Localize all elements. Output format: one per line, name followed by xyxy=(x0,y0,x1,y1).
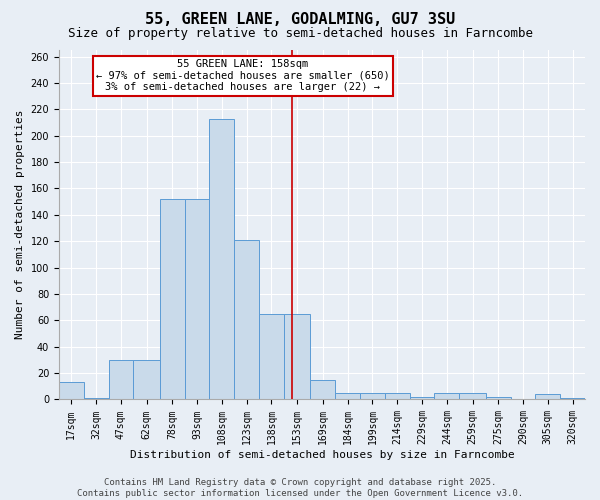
Bar xyxy=(160,199,185,400)
Text: Size of property relative to semi-detached houses in Farncombe: Size of property relative to semi-detach… xyxy=(67,28,533,40)
Bar xyxy=(284,314,310,400)
Bar xyxy=(560,398,585,400)
Bar xyxy=(310,380,335,400)
Text: Contains HM Land Registry data © Crown copyright and database right 2025.
Contai: Contains HM Land Registry data © Crown c… xyxy=(77,478,523,498)
Y-axis label: Number of semi-detached properties: Number of semi-detached properties xyxy=(15,110,25,340)
Bar xyxy=(133,360,160,400)
Bar xyxy=(234,240,259,400)
Text: 55, GREEN LANE, GODALMING, GU7 3SU: 55, GREEN LANE, GODALMING, GU7 3SU xyxy=(145,12,455,28)
Bar xyxy=(185,199,209,400)
Bar xyxy=(410,397,434,400)
Bar xyxy=(459,393,486,400)
Bar xyxy=(535,394,560,400)
Bar xyxy=(259,314,284,400)
Bar xyxy=(84,398,109,400)
Bar xyxy=(434,393,459,400)
Bar xyxy=(59,382,84,400)
Bar xyxy=(209,118,234,400)
Bar xyxy=(486,397,511,400)
Text: 55 GREEN LANE: 158sqm
← 97% of semi-detached houses are smaller (650)
3% of semi: 55 GREEN LANE: 158sqm ← 97% of semi-deta… xyxy=(95,59,389,92)
Bar xyxy=(360,393,385,400)
X-axis label: Distribution of semi-detached houses by size in Farncombe: Distribution of semi-detached houses by … xyxy=(130,450,514,460)
Bar xyxy=(109,360,133,400)
Bar xyxy=(385,393,410,400)
Bar xyxy=(335,393,360,400)
